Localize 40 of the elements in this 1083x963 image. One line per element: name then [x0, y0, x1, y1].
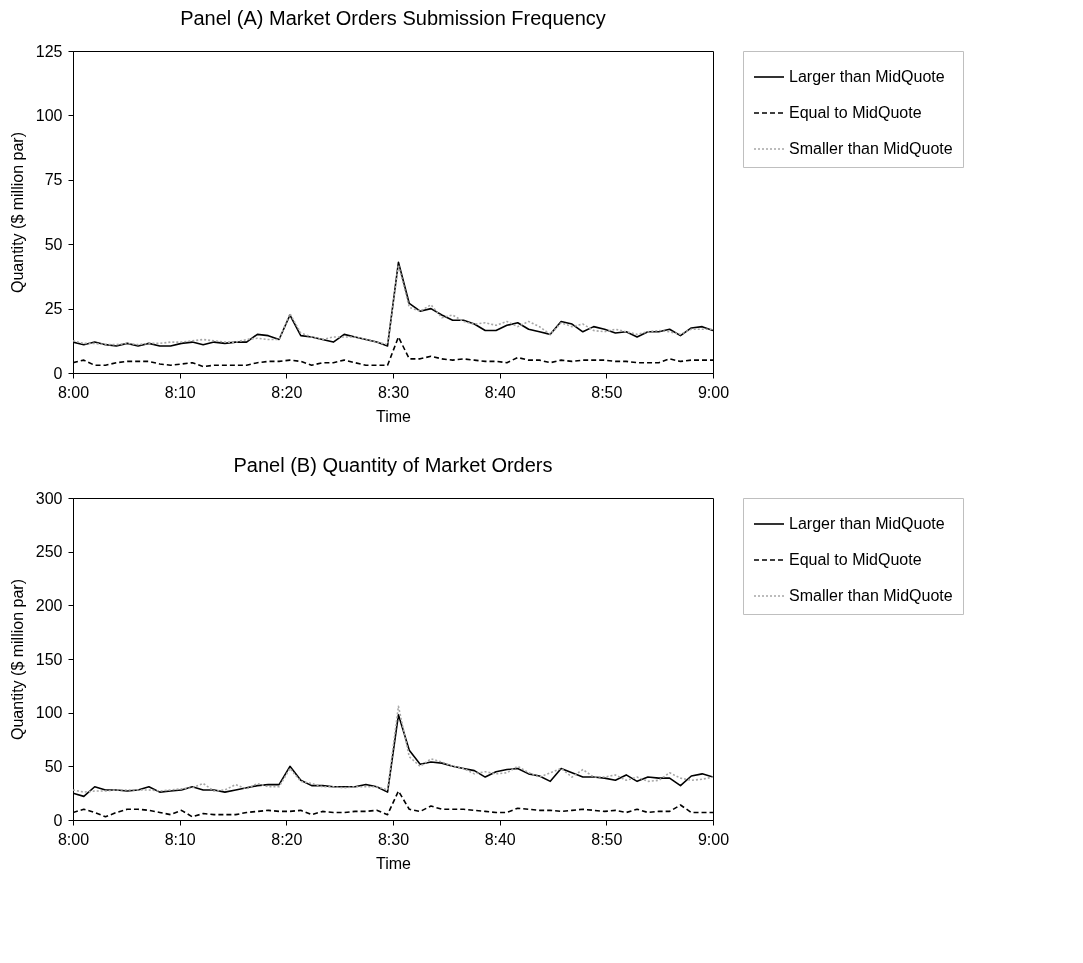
chart-title: Panel (B) Quantity of Market Orders: [233, 454, 553, 476]
x-tick-label: 8:30: [377, 830, 410, 848]
x-tick-label: 8:40: [484, 383, 516, 401]
x-tick-label: 8:00: [57, 383, 90, 401]
y-tick-label: 100: [35, 704, 63, 722]
legend-label: Larger than MidQuote: [789, 515, 945, 532]
x-tick-label: 8:10: [164, 383, 196, 401]
x-tick-label: 8:40: [484, 830, 516, 848]
x-axis-title: Time: [376, 854, 412, 872]
x-tick-label: 8:00: [57, 830, 90, 848]
y-tick-label: 0: [53, 364, 63, 382]
y-tick-label: 150: [35, 650, 63, 668]
x-tick-label: 8:50: [591, 830, 623, 848]
y-axis-title: Quantity ($ million par): [8, 132, 26, 293]
x-tick-label: 8:20: [271, 383, 303, 401]
x-tick-label: 8:30: [377, 383, 410, 401]
x-axis-title: Time: [376, 407, 412, 425]
y-tick-label: 25: [44, 300, 63, 318]
x-tick-label: 8:10: [164, 830, 196, 848]
x-tick-label: 8:50: [591, 383, 623, 401]
y-tick-label: 0: [53, 811, 63, 829]
y-tick-label: 50: [44, 757, 63, 775]
x-tick-label: 9:00: [697, 383, 730, 401]
legend-label: Equal to MidQuote: [789, 104, 922, 121]
legend-label: Larger than MidQuote: [789, 68, 945, 85]
x-tick-label: 9:00: [697, 830, 730, 848]
legend-label: Equal to MidQuote: [789, 551, 922, 568]
y-tick-label: 200: [35, 596, 63, 614]
y-tick-label: 100: [35, 106, 63, 124]
x-tick-label: 8:20: [271, 830, 303, 848]
chart-title: Panel (A) Market Orders Submission Frequency: [180, 7, 606, 29]
line-series: [73, 705, 713, 793]
legend-label: Smaller than MidQuote: [789, 587, 953, 604]
y-tick-label: 75: [44, 171, 63, 189]
legend-label: Smaller than MidQuote: [789, 140, 953, 157]
y-tick-label: 50: [44, 235, 63, 253]
y-tick-label: 250: [35, 543, 63, 561]
y-axis-title: Quantity ($ million par): [8, 579, 26, 740]
y-tick-label: 125: [35, 42, 63, 60]
y-tick-label: 300: [35, 489, 63, 507]
